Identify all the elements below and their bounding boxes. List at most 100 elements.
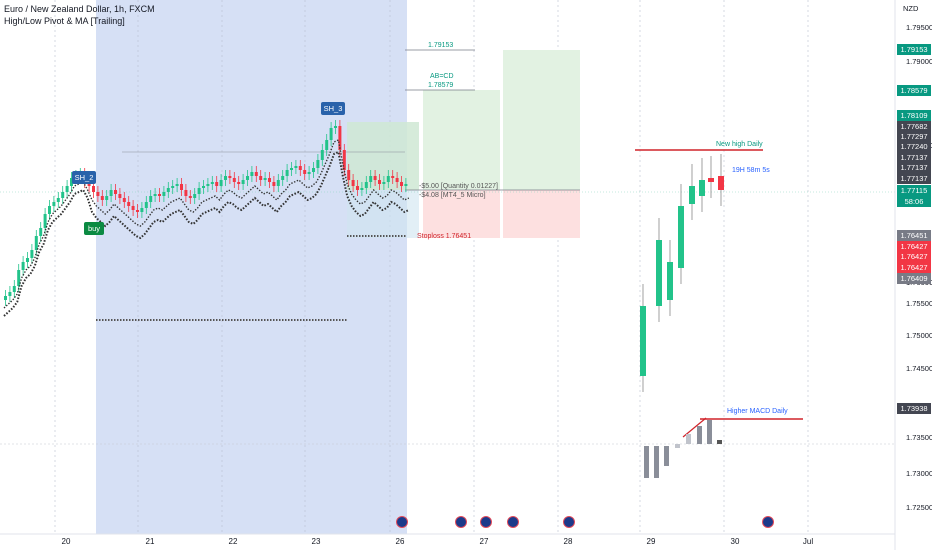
candle-body <box>228 176 232 178</box>
candle-body <box>206 184 210 186</box>
candle-body <box>162 192 166 196</box>
candle-body <box>202 186 205 188</box>
position-profit-zone <box>347 122 419 190</box>
daily-candle <box>656 240 662 306</box>
time-label: 21 <box>145 537 155 546</box>
candle-body <box>188 196 192 198</box>
candle-body <box>197 188 201 194</box>
event-icon[interactable] <box>480 516 492 528</box>
target-zone-2 <box>503 50 580 190</box>
sh2-marker[interactable]: SH_2 <box>72 171 96 184</box>
candle-body <box>378 180 381 184</box>
candle-body <box>131 206 135 210</box>
candle-body <box>210 182 214 184</box>
candle-body <box>149 196 153 202</box>
daily-candle <box>718 176 724 190</box>
countdown-label: 19H 58m 5s <box>732 167 770 174</box>
candle-body <box>61 192 65 198</box>
candle-body <box>400 182 403 186</box>
position-pnl-label: -$5.00 [Quantity 0.01227] <box>419 183 498 190</box>
highlight-range <box>96 0 407 534</box>
candle-body <box>171 186 175 188</box>
candle-body <box>114 190 117 194</box>
time-label: 28 <box>563 537 573 546</box>
candle-body <box>30 250 34 258</box>
candle-body <box>175 184 179 186</box>
macd-bar <box>717 440 722 444</box>
daily-candle <box>640 306 646 376</box>
abcd-label: AB=CD <box>430 73 454 80</box>
macd-bar <box>707 420 712 444</box>
candle-body <box>369 176 373 182</box>
candle-body <box>395 178 399 182</box>
candle-body <box>4 296 7 300</box>
macd-bar <box>697 426 702 444</box>
price-tag: 1.77682 <box>897 121 931 132</box>
event-icon[interactable] <box>396 516 408 528</box>
event-icon[interactable] <box>563 516 575 528</box>
time-label: 22 <box>228 537 238 546</box>
candle-body <box>118 194 122 198</box>
event-icon[interactable] <box>507 516 519 528</box>
candle-body <box>268 178 271 182</box>
loss-zone-2 <box>503 190 580 238</box>
price-label: 1.73500 <box>906 433 932 442</box>
daily-candle <box>699 180 705 196</box>
candle-body <box>127 202 131 206</box>
price-tag: 1.79153 <box>897 44 931 55</box>
price-label: 1.79500 <box>906 23 932 32</box>
daily-candle <box>708 178 714 182</box>
candle-body <box>193 194 197 198</box>
time-label: 26 <box>395 537 405 546</box>
candle-body <box>153 194 157 196</box>
price-tag: 1.77297 <box>897 131 931 142</box>
candle-body <box>70 178 73 186</box>
candle-body <box>122 198 126 202</box>
candle-body <box>404 184 408 186</box>
price-label: 1.72500 <box>906 503 932 512</box>
candle-body <box>298 166 302 170</box>
candle-body <box>17 270 21 286</box>
candle-body <box>373 176 377 180</box>
time-label: 23 <box>311 537 321 546</box>
candle-body <box>180 184 183 190</box>
sh3-label: SH_3 <box>323 104 343 113</box>
candle-body <box>92 186 95 192</box>
candle-body <box>312 168 315 172</box>
candle-body <box>303 170 307 174</box>
macd-bar <box>654 446 659 478</box>
price-tag: 1.77137 <box>897 173 931 184</box>
candle-body <box>281 176 285 180</box>
buy-marker[interactable]: buy <box>84 222 104 235</box>
candle-body <box>325 140 329 150</box>
price-label: 1.74500 <box>906 364 932 373</box>
time-label: 29 <box>646 537 656 546</box>
price-tag: 1.78579 <box>897 85 931 96</box>
candle-body <box>100 196 104 200</box>
candle-body <box>43 214 47 228</box>
macd-bar <box>675 444 680 448</box>
candle-body <box>320 150 324 160</box>
buy-label: buy <box>87 224 101 233</box>
candle-body <box>338 126 342 150</box>
sh3-marker[interactable]: SH_3 <box>321 102 345 115</box>
candle-body <box>184 190 188 196</box>
macd-bar <box>664 446 669 466</box>
price-tag: 1.76427 <box>897 251 931 262</box>
macd-bar <box>686 434 691 444</box>
candle-body <box>246 176 249 180</box>
candle-body <box>34 236 38 250</box>
candle-body <box>87 182 91 186</box>
candle-body <box>48 206 51 214</box>
candle-body <box>166 188 170 192</box>
price-tag: 1.77115 <box>897 185 931 196</box>
event-icon[interactable] <box>762 516 774 528</box>
candle-body <box>382 182 386 184</box>
price-label: 1.75000 <box>906 331 932 340</box>
event-icon[interactable] <box>455 516 467 528</box>
price-tag: 1.76427 <box>897 262 931 273</box>
time-label: 30 <box>730 537 740 546</box>
candle-body <box>272 182 276 186</box>
